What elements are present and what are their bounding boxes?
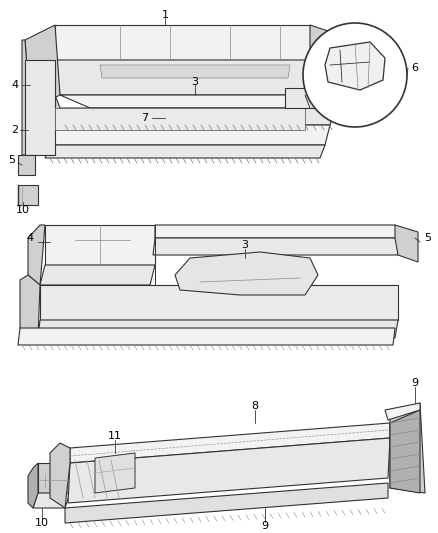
Circle shape [303, 23, 407, 127]
Polygon shape [390, 410, 420, 493]
Polygon shape [390, 403, 425, 493]
Polygon shape [100, 65, 290, 78]
Polygon shape [45, 225, 155, 265]
Polygon shape [22, 40, 30, 155]
Text: 4: 4 [26, 233, 34, 243]
Polygon shape [60, 95, 335, 108]
Polygon shape [38, 463, 70, 493]
Polygon shape [70, 423, 390, 463]
Polygon shape [55, 25, 310, 60]
Polygon shape [55, 60, 310, 95]
Text: 7: 7 [141, 113, 148, 123]
Polygon shape [18, 328, 395, 345]
Polygon shape [50, 443, 70, 508]
Polygon shape [28, 95, 60, 125]
Polygon shape [68, 438, 390, 503]
Polygon shape [155, 225, 400, 238]
Polygon shape [55, 108, 305, 130]
Text: 3: 3 [191, 77, 198, 87]
Polygon shape [28, 463, 38, 508]
Text: 5: 5 [424, 233, 431, 243]
Polygon shape [40, 265, 155, 285]
Polygon shape [40, 285, 398, 320]
Polygon shape [55, 108, 335, 125]
Text: 4: 4 [11, 80, 18, 90]
Polygon shape [395, 225, 418, 262]
Text: 8: 8 [251, 401, 258, 411]
Polygon shape [175, 252, 318, 295]
Polygon shape [18, 155, 35, 175]
Polygon shape [65, 483, 388, 523]
Text: 10: 10 [16, 205, 30, 215]
Text: 6: 6 [411, 63, 418, 73]
Text: 9: 9 [411, 378, 419, 388]
Text: 9: 9 [261, 521, 268, 531]
Text: 10: 10 [35, 518, 49, 528]
Polygon shape [45, 145, 325, 158]
Polygon shape [340, 35, 345, 70]
Polygon shape [285, 88, 315, 108]
Polygon shape [20, 275, 40, 338]
Polygon shape [38, 320, 398, 338]
Polygon shape [25, 60, 55, 155]
Text: 1: 1 [162, 10, 169, 20]
Text: 5: 5 [8, 155, 15, 165]
Polygon shape [18, 185, 38, 205]
Text: 2: 2 [11, 125, 18, 135]
Polygon shape [50, 125, 330, 145]
Polygon shape [95, 453, 135, 493]
Polygon shape [25, 25, 60, 110]
Polygon shape [385, 403, 420, 420]
Polygon shape [325, 42, 385, 90]
Polygon shape [153, 238, 400, 255]
Text: 3: 3 [241, 240, 248, 250]
Polygon shape [310, 25, 340, 70]
Polygon shape [33, 493, 70, 508]
Polygon shape [28, 225, 45, 285]
Text: 11: 11 [108, 431, 122, 441]
